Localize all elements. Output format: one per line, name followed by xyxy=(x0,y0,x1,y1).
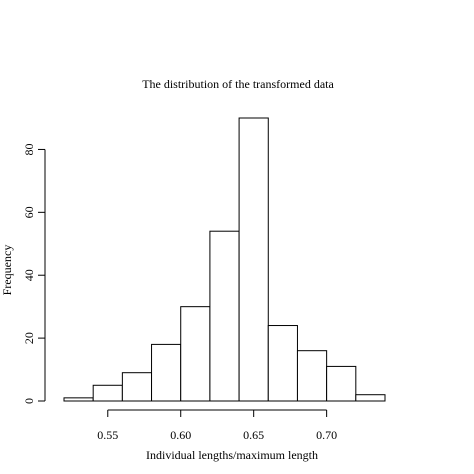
bar xyxy=(151,343,182,402)
bar xyxy=(92,384,123,402)
x-tick-label: 0.55 xyxy=(97,428,118,442)
x-axis-label: Individual lengths/maximum length xyxy=(146,448,318,462)
y-axis-label: Frequency xyxy=(0,245,14,296)
y-tick-label: 20 xyxy=(22,332,36,344)
y-tick-label: 40 xyxy=(22,269,36,281)
chart-title: The distribution of the transformed data xyxy=(142,77,334,91)
bar xyxy=(121,372,153,402)
bar xyxy=(296,350,328,402)
y-tick-label: 0 xyxy=(22,398,36,404)
x-tick-label: 0.60 xyxy=(170,428,191,442)
x-tick-label: 0.65 xyxy=(243,428,264,442)
bar xyxy=(180,306,211,402)
bar xyxy=(209,230,240,402)
bar xyxy=(63,397,94,402)
bar xyxy=(267,325,298,402)
bar xyxy=(355,394,386,402)
y-tick-label: 80 xyxy=(22,143,36,155)
y-tick-label: 60 xyxy=(22,206,36,218)
bar xyxy=(326,365,357,402)
x-tick-label: 0.70 xyxy=(316,428,337,442)
bar xyxy=(238,117,269,402)
